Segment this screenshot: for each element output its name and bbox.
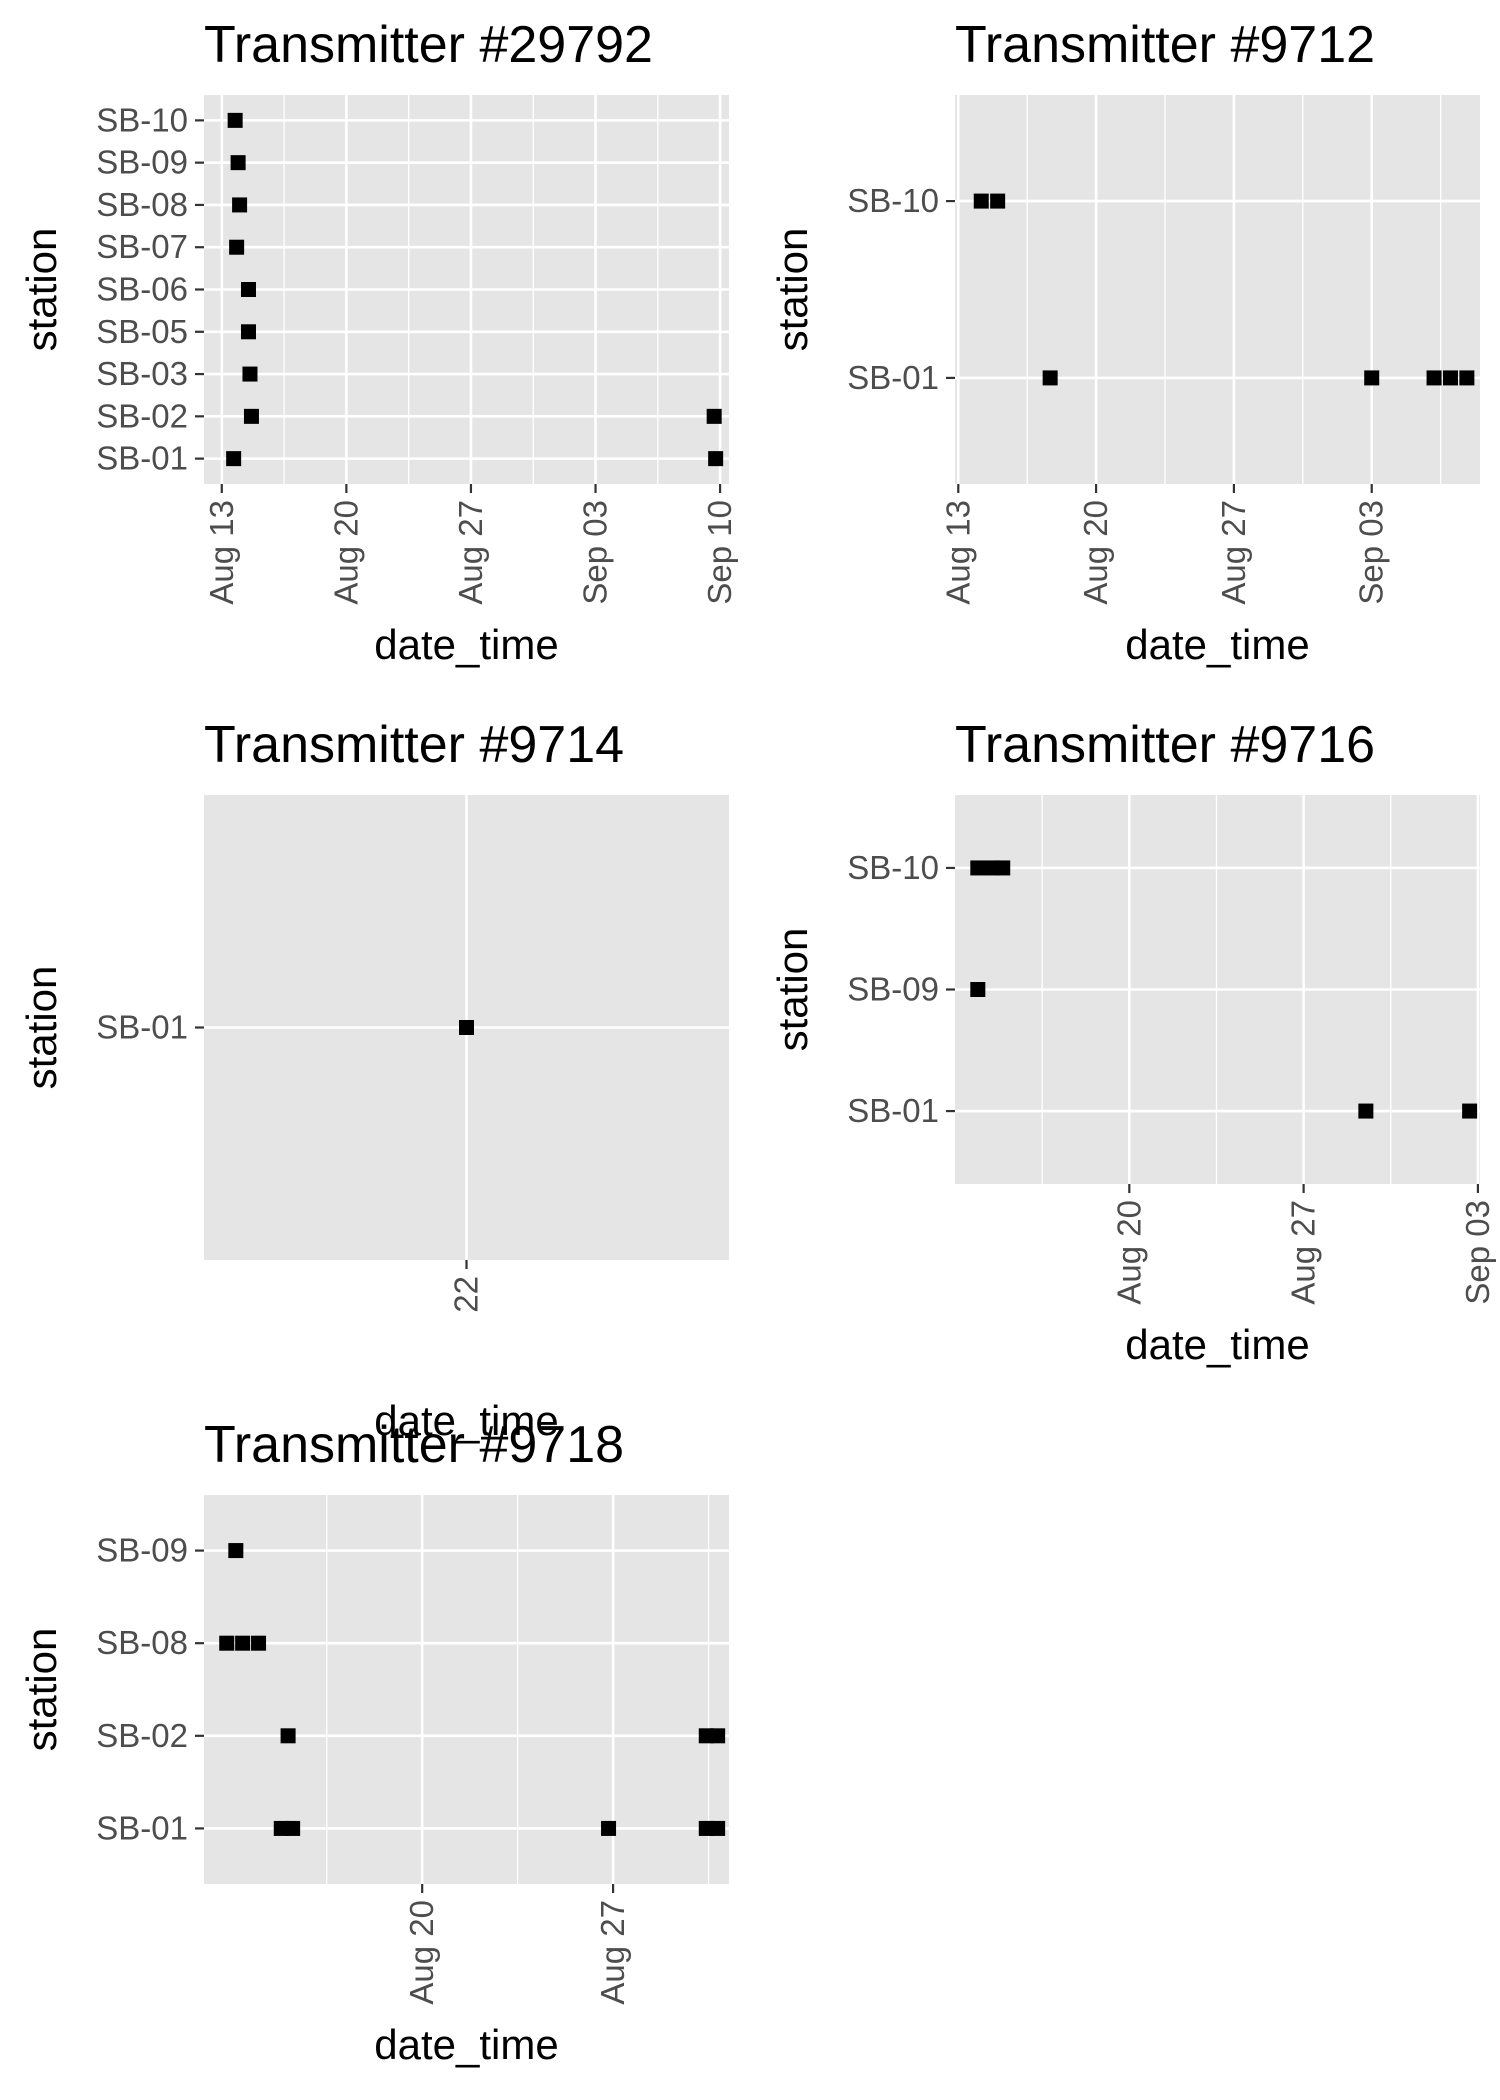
panel-5-point-9 [285,1820,301,1836]
panel-2-point-5 [1426,370,1442,386]
panel-1-ytick-label-sb-07: SB-07 [96,228,188,265]
panel-5-xtick-label-aug-27: Aug 27 [594,1900,631,2005]
panel-1-point-5 [240,282,256,297]
panel-2-ytick-label-sb-01: SB-01 [847,359,939,396]
panel-1-xtick-label-sep-10: Sep 10 [701,500,738,605]
panel-5-ytick-label-sb-01: SB-01 [96,1809,188,1846]
panel-5-y-axis-title: station [18,1628,65,1752]
panel-4-ytick-label-sb-09: SB-09 [847,971,939,1008]
panel-1-ytick-label-sb-01: SB-01 [96,440,188,477]
panel-2-xtick-label-aug-27: Aug 27 [1215,500,1252,605]
panel-1-ytick-label-sb-03: SB-03 [96,355,188,392]
panel-4-point-1 [970,860,986,876]
panel-1: Transmitter #29792 SB-01 SB-02 SB-03 SB-05 SB… [18,16,738,668]
panel-2-point-7 [1459,370,1475,386]
panel-2-point-1 [973,193,989,209]
panel-4-point-3 [995,860,1011,876]
panel-4-xtick-label-aug-27: Aug 27 [1285,1200,1322,1305]
panel-1-point-2 [230,155,246,171]
panel-2-title: Transmitter #9712 [955,16,1375,74]
panel-1-ytick-label-sb-02: SB-02 [96,397,188,434]
panel-4: Transmitter #9716 SB-01 SB-09 SB-10 Aug 20 Au… [769,716,1496,1368]
panel-5-ytick-label-sb-09: SB-09 [96,1532,188,1569]
panel-1-point-3 [232,197,248,213]
panel-3-x-axis-title: date_time [374,1397,558,1444]
panel-4-ytick-label-sb-01: SB-01 [847,1092,939,1129]
panel-4-y-axis-title: station [769,928,816,1052]
panel-1-ytick-label-sb-10: SB-10 [96,101,188,138]
panel-4-point-5 [1358,1103,1374,1119]
panel-3: Transmitter #9714 SB-01 22 date_time station [18,716,729,1444]
panel-2-plot-area [955,95,1480,484]
panel-1-ytick-label-sb-05: SB-05 [96,313,188,350]
panel-5-point-2 [219,1635,235,1651]
panel-1-ytick-label-sb-09: SB-09 [96,144,188,181]
panel-5-point-7 [710,1728,726,1744]
panel-5-point-6 [698,1728,714,1744]
panel-1-point-11 [708,451,724,467]
panel-5-point-8 [273,1820,289,1836]
panel-1-point-8 [243,408,259,424]
panel-4-point-4 [970,982,986,997]
panel-3-point-1 [459,1020,474,1035]
panel-1-x-axis-title: date_time [374,621,558,668]
panel-2: Transmitter #9712 SB-01 SB-10 Aug 13 Aug 20 A… [769,16,1480,668]
panel-5-point-1 [228,1543,244,1559]
panel-3-title: Transmitter #9714 [204,716,624,774]
panel-4-x-axis-title: date_time [1125,1321,1309,1368]
panel-1-xtick-label-aug-13: Aug 13 [203,500,240,605]
panel-1-point-7 [242,366,258,382]
panel-2-xtick-label-aug-20: Aug 20 [1077,500,1114,605]
panel-3-y-axis-title: station [18,966,65,1090]
panel-3-xtick-label-22: 22 [448,1276,485,1313]
panel-1-point-10 [706,408,722,424]
panel-5: Transmitter #9718 SB-01 SB-02 SB-08 SB-09 Aug… [18,1416,729,2068]
panel-5-point-3 [235,1635,251,1651]
panel-1-point-6 [240,324,256,340]
panel-5-point-10 [601,1820,617,1836]
panel-5-ytick-label-sb-02: SB-02 [96,1717,188,1754]
panel-5-title: Transmitter #9718 [204,1416,624,1474]
panels: Transmitter #29792 SB-01 SB-02 SB-03 SB-05 SB… [18,16,1496,2068]
panel-5-ytick-label-sb-08: SB-08 [96,1624,188,1661]
panel-2-point-2 [990,193,1006,209]
panel-1-point-9 [226,451,242,467]
panel-4-xtick-label-sep-03: Sep 03 [1459,1200,1496,1305]
panel-2-point-6 [1442,370,1458,386]
panel-2-ytick-label-sb-10: SB-10 [847,182,939,219]
panel-5-point-5 [280,1728,296,1744]
panel-1-ytick-label-sb-08: SB-08 [96,186,188,223]
panel-5-xtick-label-aug-20: Aug 20 [403,1900,440,2005]
panel-3-ytick-label-sb-01: SB-01 [96,1009,188,1046]
panel-4-ytick-label-sb-10: SB-10 [847,849,939,886]
panel-4-point-6 [1462,1103,1478,1119]
panel-2-point-4 [1364,370,1380,386]
panel-1-title: Transmitter #29792 [204,16,653,74]
panel-1-y-axis-title: station [18,228,65,352]
panel-1-xtick-label-sep-03: Sep 03 [577,500,614,605]
panel-5-x-axis-title: date_time [374,2021,558,2068]
panel-1-xtick-label-aug-20: Aug 20 [327,500,364,605]
panel-2-xtick-label-aug-13: Aug 13 [939,500,976,605]
panel-2-xtick-label-sep-03: Sep 03 [1353,500,1390,605]
panel-1-xtick-label-aug-27: Aug 27 [452,500,489,605]
panel-1-point-4 [229,239,245,255]
panel-2-x-axis-title: date_time [1125,621,1309,668]
panel-1-ytick-label-sb-06: SB-06 [96,271,188,308]
panel-5-point-12 [710,1820,726,1836]
panel-1-point-1 [227,112,243,128]
panel-5-plot-area [204,1495,729,1884]
panel-2-y-axis-title: station [769,228,816,352]
panel-5-point-4 [251,1635,267,1651]
panel-4-xtick-label-aug-20: Aug 20 [1110,1200,1147,1305]
panel-4-title: Transmitter #9716 [955,716,1375,774]
panel-2-point-3 [1042,370,1058,386]
panel-5-point-11 [698,1820,714,1836]
